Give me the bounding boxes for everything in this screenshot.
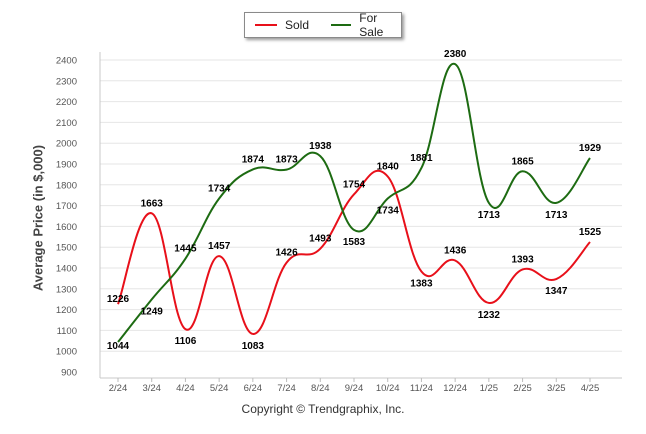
y-tick-label: 2200 [56,97,77,108]
y-axis-label: Average Price (in $,000) [30,144,46,292]
data-label-sold: 1383 [410,279,433,290]
y-tick-label: 900 [61,368,77,379]
x-tick-label: 1/25 [480,383,499,394]
series-line-for-sale [117,63,591,343]
data-label-for-sale: 1445 [174,244,197,255]
data-label-sold: 1083 [242,341,265,352]
x-tick-label: 4/25 [581,383,600,394]
legend-item-sold[interactable]: Sold [255,18,309,32]
legend-swatch-sold [255,24,277,26]
data-label-for-sale: 1873 [275,155,298,166]
legend-label-for-sale: For Sale [359,11,384,39]
data-label-sold: 1663 [141,198,164,209]
x-tick-label: 3/25 [547,383,566,394]
data-label-for-sale: 1734 [208,184,231,195]
x-tick-label: 10/24 [376,383,400,394]
x-tick-label: 2/24 [109,383,128,394]
data-label-sold: 1436 [444,246,467,257]
y-tick-label: 2300 [56,76,77,87]
y-tick-label: 1000 [56,347,77,358]
data-label-sold: 1457 [208,241,231,252]
legend-label-sold: Sold [285,18,310,32]
y-tick-label: 2000 [56,139,77,150]
y-tick-label: 1700 [56,201,77,212]
x-tick-label: 12/24 [443,383,467,394]
data-label-for-sale: 1583 [343,237,366,248]
data-label-for-sale: 1874 [242,154,265,165]
grid [100,59,622,352]
x-tick-label: 8/24 [311,383,330,394]
x-tick-label: 7/24 [277,383,296,394]
x-tick-label: 9/24 [345,383,364,394]
legend-item-for-sale[interactable]: For Sale [331,11,401,39]
data-label-sold: 1347 [545,286,568,297]
data-label-sold: 1426 [275,248,298,259]
y-tick-label: 1900 [56,160,77,171]
data-label-for-sale: 1865 [511,156,534,167]
data-label-for-sale: 1929 [579,143,602,154]
data-label-sold: 1232 [478,310,501,321]
data-label-for-sale: 1713 [545,210,568,221]
y-tick-label: 1200 [56,305,77,316]
y-tick-label: 1600 [56,222,77,233]
x-tick-label: 5/24 [210,383,229,394]
data-label-sold: 1840 [377,161,400,172]
copyright-text: Copyright © Trendgraphix, Inc. [241,402,405,416]
y-tick-label: 1400 [56,264,77,275]
series-lines [117,63,591,343]
y-tick-label: 2100 [56,118,77,129]
data-label-sold: 1525 [579,227,602,238]
y-tick-label: 1300 [56,284,77,295]
data-label-sold: 1226 [107,294,130,305]
data-label-for-sale: 1938 [309,141,332,152]
legend: Sold For Sale [244,11,402,39]
data-label-sold: 1754 [343,179,366,190]
y-tick-label: 1100 [57,326,77,337]
data-label-for-sale: 2380 [444,49,467,60]
data-label-sold: 1393 [511,254,534,265]
data-label-sold: 1106 [175,336,197,347]
y-tick-label: 2400 [56,56,77,67]
data-label-for-sale: 1734 [377,206,400,217]
x-tick-label: 11/24 [410,383,433,394]
axes: 900 1000 1100 1200 1300 1400 1500 1600 1700 1800 1… [56,52,622,394]
x-tick-label: 2/25 [513,383,532,394]
legend-swatch-for-sale [331,24,352,26]
x-tick-label: 3/24 [142,383,161,394]
y-tick-label: 1800 [56,180,77,191]
data-label-for-sale: 1249 [141,306,164,317]
x-tick-label: 4/24 [176,383,195,394]
x-tick-label: 6/24 [244,383,263,394]
data-label-sold: 1493 [309,234,332,245]
data-labels: 1226 1663 1106 1457 1083 1426 1493 1754 1840 1383… [107,49,602,352]
y-tick-label: 1500 [56,243,77,254]
data-label-for-sale: 1881 [410,153,433,164]
data-label-for-sale: 1713 [478,210,501,221]
series-line-sold [117,169,591,335]
data-label-for-sale: 1044 [107,341,130,352]
